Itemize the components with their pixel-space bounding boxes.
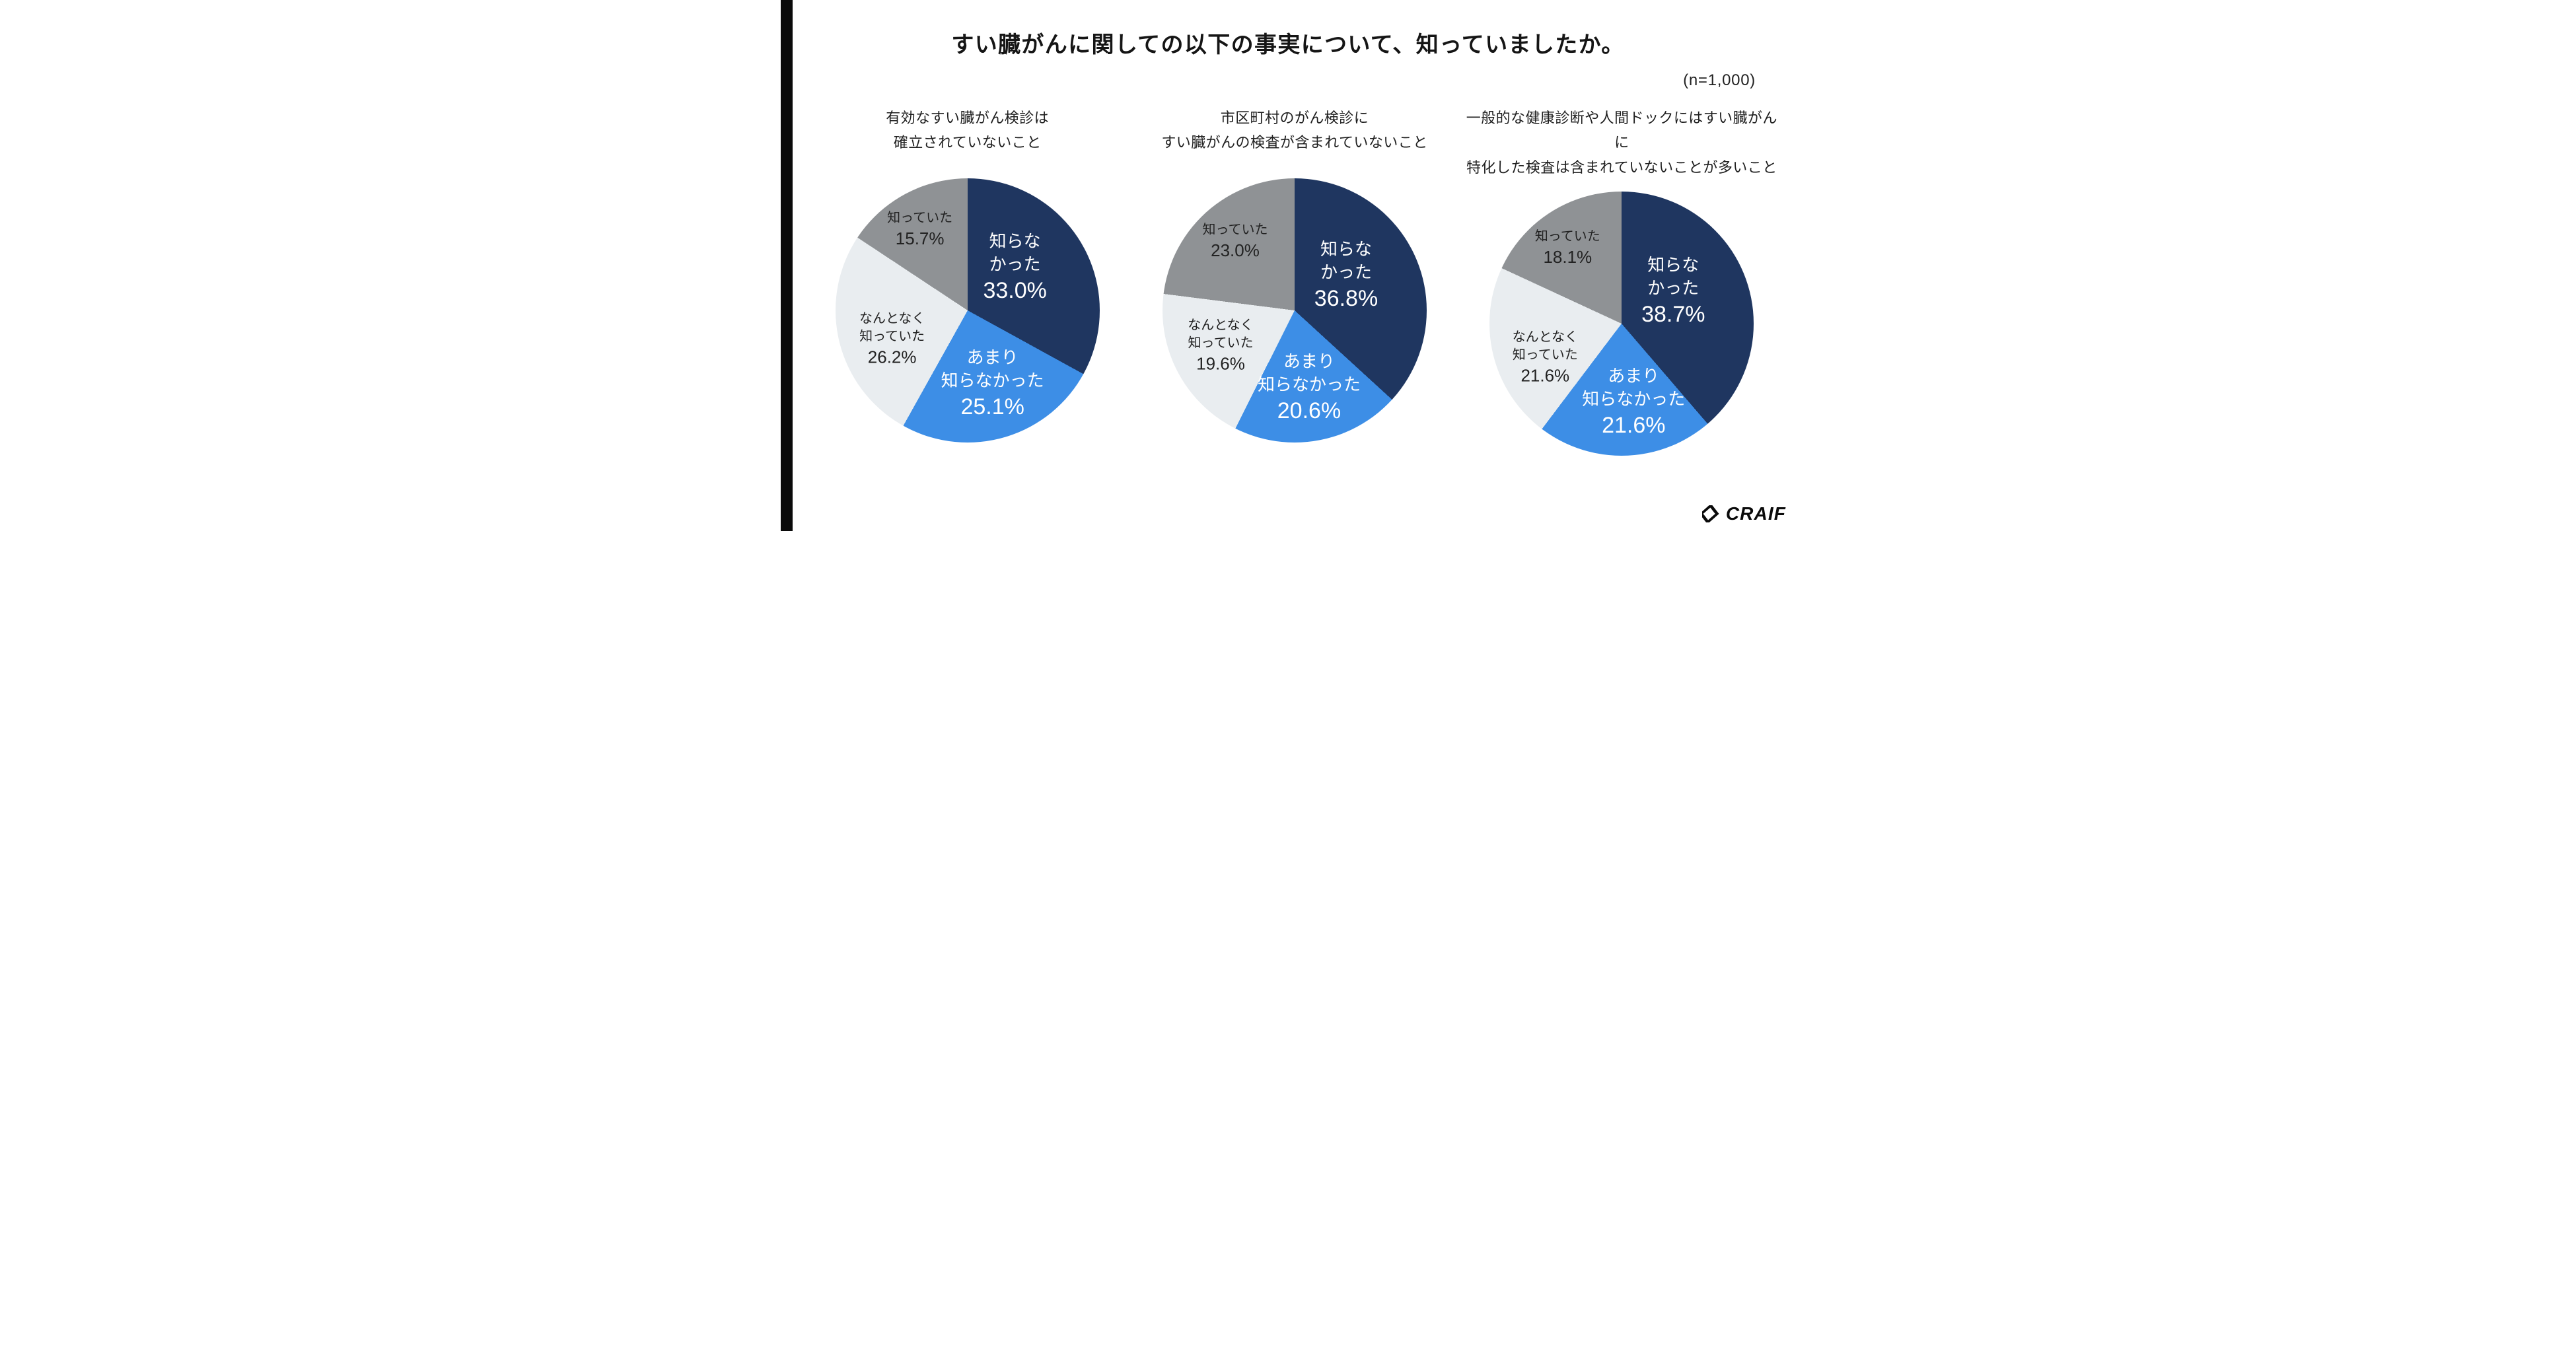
- pie-slice-label: 知らなかった38.7%: [1641, 254, 1705, 330]
- slice-label-line: なんとなく: [1513, 329, 1578, 347]
- slice-label-line: 知っていた: [1188, 334, 1253, 352]
- pie-slice-label: 知っていた15.7%: [887, 209, 952, 250]
- subtitle-line: 市区町村のがん検診に: [1221, 110, 1369, 126]
- slice-label-line: なんとなく: [859, 310, 925, 328]
- slide: すい臓がんに関しての以下の事実について、知っていましたか。 (n=1,000) …: [781, 0, 1795, 531]
- pie-slice-label: 知っていた23.0%: [1202, 221, 1268, 262]
- slice-label-line: 知らなかった: [941, 369, 1044, 392]
- brand-logo-text: CRAIF: [1726, 503, 1786, 524]
- pie-slice-label: あまり知らなかった20.6%: [1258, 350, 1361, 427]
- slice-percent: 38.7%: [1641, 300, 1705, 330]
- subtitle-line: 確立されていないこと: [894, 134, 1042, 151]
- slice-percent: 36.8%: [1314, 284, 1378, 314]
- slice-label-line: 知らな: [1314, 238, 1378, 261]
- pie-slice-label: あまり知らなかった25.1%: [941, 346, 1044, 423]
- pie-chart: 知らなかった38.7%あまり知らなかった21.6%なんとなく知っていた21.6%…: [1489, 192, 1754, 456]
- pie-slice-label: 知らなかった33.0%: [983, 230, 1046, 306]
- slice-label-line: かった: [983, 253, 1046, 276]
- slice-percent: 15.7%: [887, 227, 952, 250]
- pie-chart-subtitle: 一般的な健康診断や人間ドックにはすい臓がんに特化した検査は含まれていないことが多…: [1462, 106, 1782, 180]
- pie-chart: 知らなかった33.0%あまり知らなかった25.1%なんとなく知っていた26.2%…: [836, 178, 1100, 443]
- slice-percent: 25.1%: [941, 392, 1044, 423]
- slice-label-line: 知らなかった: [1582, 388, 1685, 411]
- slice-percent: 21.6%: [1513, 365, 1578, 388]
- pie-charts-row: 有効なすい臓がん検診は確立されていないこと知らなかった33.0%あまり知らなかっ…: [807, 106, 1782, 456]
- slice-label-line: 知っていた: [859, 328, 925, 345]
- slice-label-line: 知らなかった: [1258, 373, 1361, 396]
- slice-label-line: 知っていた: [1202, 221, 1268, 239]
- slice-label-line: 知っていた: [1513, 347, 1578, 365]
- slice-percent: 21.6%: [1582, 411, 1685, 441]
- slice-label-line: 知らな: [1641, 254, 1705, 277]
- slice-label-line: 知らな: [983, 230, 1046, 253]
- pie-slice-label: 知らなかった36.8%: [1314, 238, 1378, 314]
- pie-slice-label: なんとなく知っていた19.6%: [1188, 316, 1253, 375]
- slice-label-line: 知っていた: [1535, 228, 1600, 246]
- slice-label-line: 知っていた: [887, 209, 952, 227]
- subtitle-line: すい臓がんの検査が含まれていないこと: [1161, 134, 1427, 151]
- slice-percent: 20.6%: [1258, 396, 1361, 427]
- pie-slice-label: なんとなく知っていた26.2%: [859, 310, 925, 369]
- pie-chart-subtitle: 市区町村のがん検診にすい臓がんの検査が含まれていないこと: [1161, 106, 1427, 166]
- pie-chart-column: 一般的な健康診断や人間ドックにはすい臓がんに特化した検査は含まれていないことが多…: [1462, 106, 1782, 456]
- slice-label-line: かった: [1641, 277, 1705, 300]
- slice-label-line: なんとなく: [1188, 316, 1253, 334]
- brand-logo-icon: [1702, 505, 1719, 522]
- pie-slice-label: あまり知らなかった21.6%: [1582, 365, 1685, 441]
- slice-label-line: あまり: [1582, 365, 1685, 388]
- slice-percent: 23.0%: [1202, 239, 1268, 262]
- subtitle-line: 特化した検査は含まれていないことが多いこと: [1466, 159, 1777, 176]
- slice-label-line: あまり: [941, 346, 1044, 369]
- pie-chart-subtitle: 有効なすい臓がん検診は確立されていないこと: [886, 106, 1049, 166]
- slide-left-accent-bar: [781, 0, 793, 531]
- slice-percent: 19.6%: [1188, 352, 1253, 375]
- slice-percent: 33.0%: [983, 276, 1046, 306]
- subtitle-line: 有効なすい臓がん検診は: [886, 110, 1049, 126]
- pie-slice-label: なんとなく知っていた21.6%: [1513, 329, 1578, 388]
- pie-chart-column: 市区町村のがん検診にすい臓がんの検査が含まれていないこと知らなかった36.8%あ…: [1134, 106, 1454, 456]
- sample-size-label: (n=1,000): [1683, 71, 1756, 90]
- subtitle-line: 一般的な健康診断や人間ドックにはすい臓がんに: [1466, 110, 1777, 151]
- slice-label-line: あまり: [1258, 350, 1361, 373]
- brand-logo: CRAIF: [1702, 503, 1786, 524]
- slide-title: すい臓がんに関しての以下の事実について、知っていましたか。: [781, 26, 1795, 59]
- slice-label-line: かった: [1314, 261, 1378, 284]
- pie-chart-column: 有効なすい臓がん検診は確立されていないこと知らなかった33.0%あまり知らなかっ…: [807, 106, 1127, 456]
- pie-slice-label: 知っていた18.1%: [1535, 228, 1600, 269]
- pie-chart: 知らなかった36.8%あまり知らなかった20.6%なんとなく知っていた19.6%…: [1163, 178, 1427, 443]
- slice-percent: 18.1%: [1535, 246, 1600, 269]
- slice-percent: 26.2%: [859, 345, 925, 369]
